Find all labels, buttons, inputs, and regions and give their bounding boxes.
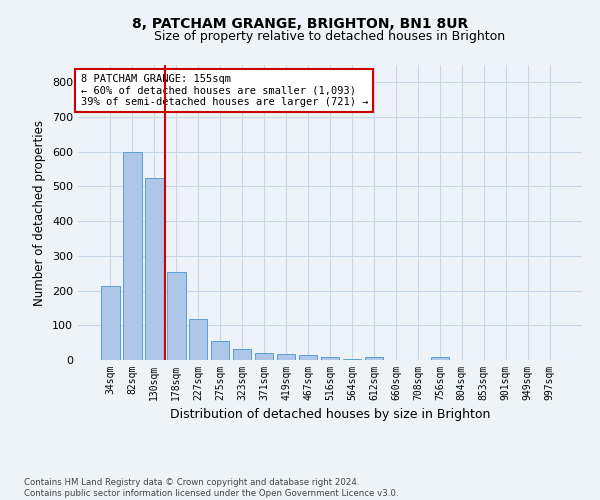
Text: Contains HM Land Registry data © Crown copyright and database right 2024.
Contai: Contains HM Land Registry data © Crown c… — [24, 478, 398, 498]
Text: 8, PATCHAM GRANGE, BRIGHTON, BN1 8UR: 8, PATCHAM GRANGE, BRIGHTON, BN1 8UR — [132, 18, 468, 32]
Text: 8 PATCHAM GRANGE: 155sqm
← 60% of detached houses are smaller (1,093)
39% of sem: 8 PATCHAM GRANGE: 155sqm ← 60% of detach… — [80, 74, 368, 107]
Bar — [189, 319, 208, 360]
Bar — [320, 356, 340, 360]
Bar — [233, 348, 251, 360]
X-axis label: Distribution of detached houses by size in Brighton: Distribution of detached houses by size … — [170, 408, 490, 422]
Bar — [145, 178, 164, 360]
Bar — [299, 355, 317, 360]
Bar — [343, 358, 361, 360]
Bar — [167, 272, 185, 360]
Bar — [365, 356, 383, 360]
Y-axis label: Number of detached properties: Number of detached properties — [34, 120, 46, 306]
Title: Size of property relative to detached houses in Brighton: Size of property relative to detached ho… — [154, 30, 506, 43]
Bar — [211, 341, 229, 360]
Bar — [431, 356, 449, 360]
Bar — [277, 354, 295, 360]
Bar — [101, 286, 119, 360]
Bar — [255, 353, 274, 360]
Bar — [123, 152, 142, 360]
